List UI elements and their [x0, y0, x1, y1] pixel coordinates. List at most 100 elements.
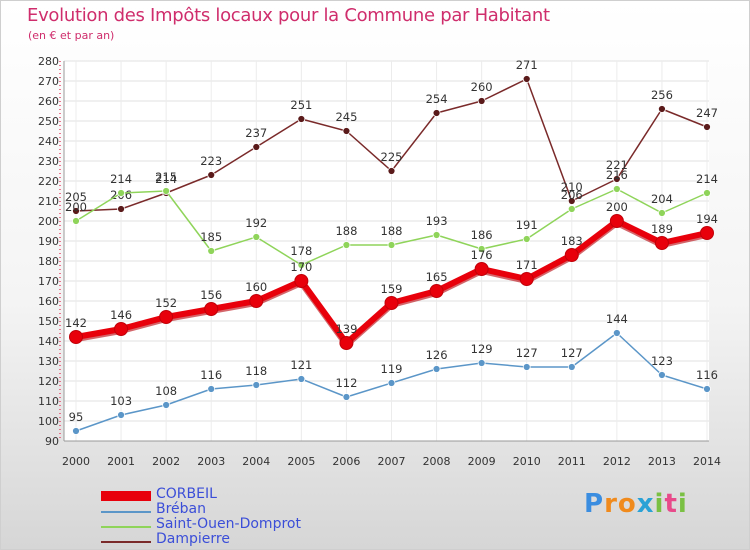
- data-label: 205: [65, 190, 87, 204]
- data-point: [204, 302, 219, 316]
- y-tick-label: 110: [38, 395, 59, 408]
- data-point: [252, 143, 261, 151]
- data-point: [477, 245, 486, 253]
- data-point: [654, 236, 669, 250]
- y-tick-label: 200: [38, 215, 59, 228]
- data-point: [429, 284, 444, 298]
- x-tick-label: 2014: [693, 455, 721, 468]
- x-tick-label: 2012: [603, 455, 631, 468]
- proxiti-logo: Proxiti: [584, 489, 688, 519]
- data-point: [703, 123, 711, 131]
- data-point: [117, 189, 125, 197]
- data-label: 127: [516, 346, 538, 360]
- data-label: 116: [696, 368, 718, 382]
- data-point: [342, 393, 351, 401]
- data-label: 186: [471, 228, 493, 242]
- logo-letter: x: [636, 489, 655, 519]
- data-label: 176: [471, 248, 493, 262]
- data-point: [658, 209, 666, 217]
- data-point: [658, 371, 666, 379]
- data-point: [703, 385, 711, 393]
- data-label: 160: [245, 280, 267, 294]
- data-label: 223: [200, 154, 222, 168]
- x-tick-label: 2008: [423, 455, 451, 468]
- data-point: [519, 272, 534, 286]
- data-point: [252, 233, 261, 241]
- data-point: [522, 235, 531, 243]
- y-tick-label: 130: [38, 355, 59, 368]
- data-point: [612, 175, 621, 183]
- data-point: [703, 189, 711, 197]
- data-point: [72, 217, 80, 225]
- data-label: 200: [65, 200, 87, 214]
- data-label: 214: [155, 172, 177, 186]
- data-point: [387, 379, 396, 387]
- data-label: 189: [651, 222, 673, 236]
- data-label: 245: [335, 110, 357, 124]
- logo-letter: P: [584, 489, 605, 519]
- data-label: 129: [471, 342, 493, 356]
- y-tick-label: 120: [38, 375, 59, 388]
- data-point: [567, 363, 576, 371]
- data-label: 112: [335, 376, 357, 390]
- data-point: [207, 247, 216, 255]
- data-point: [114, 322, 129, 336]
- y-tick-label: 90: [45, 435, 59, 448]
- data-point: [384, 296, 399, 310]
- data-point: [249, 294, 264, 308]
- data-label: 108: [155, 384, 177, 398]
- x-tick-label: 2006: [332, 455, 360, 468]
- data-label: 237: [245, 126, 267, 140]
- data-label: 170: [290, 260, 312, 274]
- data-label: 103: [110, 394, 132, 408]
- data-label: 159: [381, 282, 403, 296]
- y-tick-label: 140: [38, 335, 59, 348]
- y-tick-label: 190: [38, 235, 59, 248]
- data-label: 144: [606, 312, 628, 326]
- data-label: 216: [606, 168, 628, 182]
- y-tick-label: 230: [38, 155, 59, 168]
- logo-letter: i: [677, 489, 688, 519]
- data-point: [342, 127, 351, 135]
- data-label: 221: [606, 158, 628, 172]
- logo-letter: i: [654, 489, 665, 519]
- y-tick-label: 240: [38, 135, 59, 148]
- data-label: 185: [200, 230, 222, 244]
- x-tick-label: 2010: [513, 455, 541, 468]
- y-tick-label: 270: [38, 75, 59, 88]
- data-label: 256: [651, 88, 673, 102]
- data-label: 127: [561, 346, 583, 360]
- data-label: 171: [516, 258, 538, 272]
- data-point: [567, 205, 576, 213]
- data-label: 271: [516, 58, 538, 72]
- data-point: [339, 336, 354, 350]
- data-label: 95: [69, 410, 84, 424]
- chart-subtitle: (en € et par an): [28, 29, 115, 42]
- data-point: [609, 214, 624, 228]
- data-point: [387, 241, 396, 249]
- data-label: 200: [606, 200, 628, 214]
- data-label: 121: [290, 358, 312, 372]
- data-point: [162, 187, 171, 195]
- y-tick-label: 260: [38, 95, 59, 108]
- data-label: 165: [426, 270, 448, 284]
- legend-swatch: [101, 491, 151, 501]
- data-label: 146: [110, 308, 132, 322]
- data-point: [432, 365, 441, 373]
- data-point: [69, 330, 83, 344]
- data-point: [700, 226, 714, 240]
- legend-label: Bréban: [156, 501, 207, 517]
- data-point: [432, 109, 441, 117]
- data-point: [297, 261, 306, 269]
- y-tick-label: 280: [38, 55, 59, 68]
- data-label: 260: [471, 80, 493, 94]
- legend-swatch: [101, 511, 151, 513]
- x-tick-label: 2003: [197, 455, 225, 468]
- data-label: 191: [516, 218, 538, 232]
- data-point: [117, 205, 125, 213]
- x-tick-label: 2002: [152, 455, 180, 468]
- logo-letter: r: [604, 489, 618, 519]
- data-point: [612, 329, 621, 337]
- x-tick-label: 2013: [648, 455, 676, 468]
